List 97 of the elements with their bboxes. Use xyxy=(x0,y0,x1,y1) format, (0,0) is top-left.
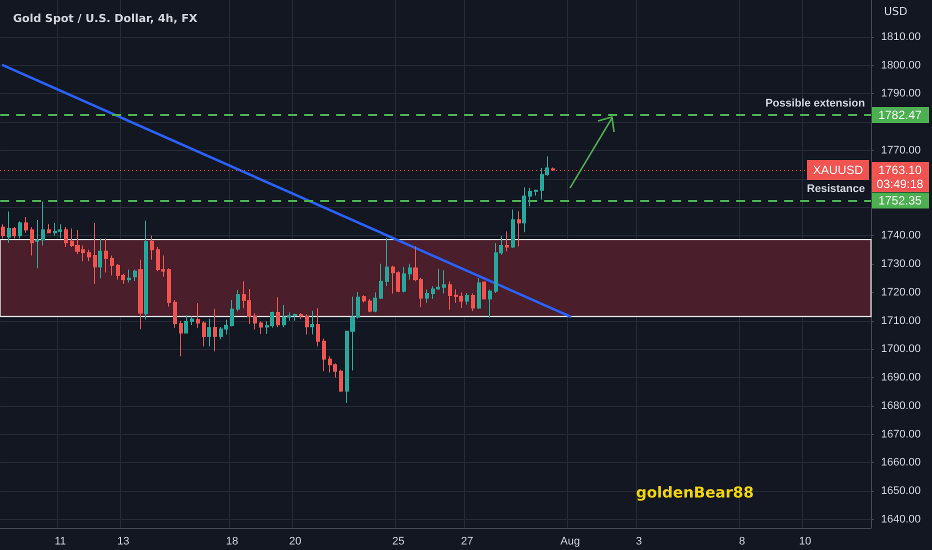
candlestick xyxy=(522,186,526,233)
candlestick xyxy=(230,300,234,327)
candlestick xyxy=(517,210,521,247)
candlestick xyxy=(448,280,452,310)
candlestick xyxy=(93,222,97,284)
candlestick xyxy=(64,226,68,248)
candlestick xyxy=(190,316,194,326)
x-tick-label: 27 xyxy=(460,536,474,548)
candlestick xyxy=(442,270,446,294)
candlestick xyxy=(482,280,486,300)
candlestick xyxy=(385,237,389,287)
candlestick xyxy=(253,312,257,330)
candlestick xyxy=(362,294,366,303)
candlestick xyxy=(133,269,137,282)
x-tick-label: 25 xyxy=(392,536,404,548)
candlestick xyxy=(299,312,303,320)
candlestick xyxy=(505,230,509,252)
candlestick xyxy=(24,216,28,234)
ref-line-label: Possible extension xyxy=(765,98,866,110)
y-tick-label: 1660.00 xyxy=(881,456,921,469)
y-tick-label: 1680.00 xyxy=(881,400,921,412)
candlestick xyxy=(196,302,200,329)
candlestick xyxy=(173,300,177,328)
text: 1763.10 xyxy=(878,163,922,178)
candlestick xyxy=(259,320,263,334)
candlestick xyxy=(528,187,532,207)
candlestick xyxy=(305,314,309,335)
y-axis-title: USD xyxy=(884,5,908,18)
y-tick-label: 1670.00 xyxy=(881,428,921,440)
candlestick xyxy=(425,289,429,304)
candlestick xyxy=(534,189,538,196)
candlestick xyxy=(144,220,148,320)
candlestick xyxy=(477,277,481,310)
y-tick-label: 1640.00 xyxy=(881,513,921,526)
candlestick xyxy=(339,369,343,392)
text: 03:49:18 xyxy=(876,177,924,192)
x-tick-label: Aug xyxy=(560,536,580,548)
y-tick-label: 1800.00 xyxy=(881,59,921,72)
y-tick-label: 1700.00 xyxy=(881,343,921,356)
y-tick-label: 1690.00 xyxy=(881,372,921,384)
candlestick xyxy=(47,224,51,234)
candlestick xyxy=(488,289,492,318)
candlestick xyxy=(368,298,372,313)
text: 1782.47 xyxy=(878,108,922,122)
candlestick xyxy=(41,201,45,246)
candlestick xyxy=(379,263,383,300)
x-tick-label: 18 xyxy=(226,536,238,548)
candlestick xyxy=(213,308,217,352)
x-tick-label: 13 xyxy=(117,536,130,548)
candlestick xyxy=(30,226,34,256)
y-tick-label: 1710.00 xyxy=(881,314,921,327)
candlestick xyxy=(202,320,206,347)
candlestick xyxy=(408,263,412,280)
x-tick-label: 20 xyxy=(289,536,302,548)
candlestick xyxy=(471,293,475,312)
candlestick xyxy=(276,296,280,328)
x-tick-label: 11 xyxy=(54,536,66,548)
x-tick-label: 10 xyxy=(798,536,812,548)
text: 1752.35 xyxy=(878,194,922,208)
x-tick-label: 3 xyxy=(636,536,642,548)
x-tick-label: 8 xyxy=(739,536,746,548)
candlestick xyxy=(465,292,469,306)
candlestick xyxy=(322,338,326,372)
candlestick xyxy=(511,208,515,248)
candlestick xyxy=(104,238,108,274)
y-tick-label: 1730.00 xyxy=(881,258,921,270)
candlestick xyxy=(98,238,102,279)
candlestick xyxy=(179,320,183,357)
candlestick xyxy=(138,259,143,330)
text: Gold Spot / U.S. Dollar, 4h, FX xyxy=(13,12,198,25)
candlestick xyxy=(7,210,11,244)
candlestick xyxy=(127,269,131,283)
ref-line-label: Resistance xyxy=(806,183,865,196)
candlestick xyxy=(167,268,171,308)
y-tick-label: 1650.00 xyxy=(881,485,921,498)
candlestick xyxy=(316,308,320,347)
candlestick xyxy=(236,289,240,312)
candlestick xyxy=(18,220,22,239)
y-tick-label: 1770.00 xyxy=(881,144,921,156)
y-tick-label: 1720.00 xyxy=(881,286,921,298)
candlestick xyxy=(293,313,297,322)
candlestick xyxy=(310,310,314,335)
candlestick xyxy=(35,220,39,269)
annotation: goldenBear88 xyxy=(636,484,754,502)
candlestick xyxy=(1,224,5,239)
ref-line-label: XAUUSD xyxy=(812,163,864,178)
candlestick xyxy=(207,318,211,347)
candlestick xyxy=(402,266,406,293)
y-tick-label: 1740.00 xyxy=(881,230,921,242)
candlestick xyxy=(110,254,114,276)
candlestick xyxy=(12,226,16,239)
candlestick xyxy=(87,249,91,262)
y-tick-label: 1790.00 xyxy=(881,88,921,100)
y-tick-label: 1810.00 xyxy=(881,30,921,43)
candlestick xyxy=(150,235,154,260)
candlestick xyxy=(373,292,377,313)
candlestick xyxy=(184,314,188,334)
